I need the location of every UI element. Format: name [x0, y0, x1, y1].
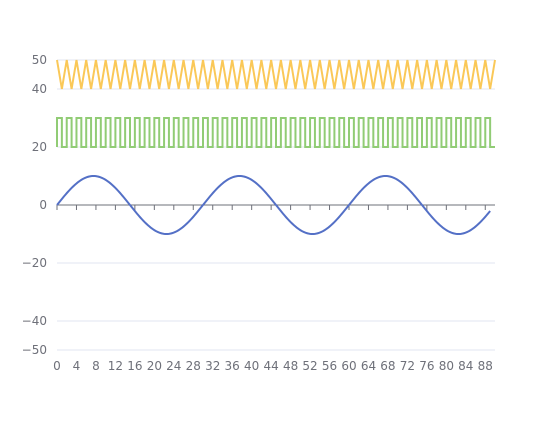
x-tick-label: 4 — [73, 359, 81, 373]
x-tick-label: 36 — [225, 359, 240, 373]
series-line-square — [56, 117, 495, 148]
x-tick-label: 8 — [92, 359, 100, 373]
y-tick-label: 50 — [32, 53, 47, 67]
x-tick-label: 60 — [341, 359, 356, 373]
y-tick-label: 20 — [32, 140, 47, 154]
x-tick-label: 20 — [147, 359, 162, 373]
series-lines — [56, 59, 496, 236]
x-tick-label: 48 — [283, 359, 298, 373]
x-tick-label: 28 — [186, 359, 201, 373]
x-tick-label: 64 — [361, 359, 376, 373]
x-axis-tick-labels: 0 4 8 12 16 20 24 28 32 36 40 44 48 52 56 60 64 68 72 76 80 8… — [53, 359, 493, 373]
y-tick-label: 40 — [32, 82, 47, 96]
x-tick-label: 84 — [458, 359, 473, 373]
series-line-triangle — [56, 59, 496, 90]
y-axis-tick-labels: 50 40 20 0 −20 −40 −50 — [22, 53, 47, 357]
y-tick-label: −40 — [22, 314, 47, 328]
x-tick-label: 32 — [205, 359, 220, 373]
x-tick-label: 44 — [263, 359, 278, 373]
x-tick-label: 88 — [478, 359, 493, 373]
x-tick-label: 0 — [53, 359, 61, 373]
x-tick-label: 24 — [166, 359, 181, 373]
series-line-sine — [56, 174, 491, 236]
x-tick-label: 56 — [322, 359, 337, 373]
x-tick-label: 40 — [244, 359, 259, 373]
x-tick-label: 52 — [302, 359, 317, 373]
x-tick-label: 68 — [380, 359, 395, 373]
x-tick-label: 16 — [127, 359, 142, 373]
y-tick-label: −50 — [22, 343, 47, 357]
y-tick-label: −20 — [22, 256, 47, 270]
x-tick-label: 76 — [419, 359, 434, 373]
x-tick-label: 72 — [400, 359, 415, 373]
x-tick-label: 80 — [439, 359, 454, 373]
x-tick-label: 12 — [108, 359, 123, 373]
y-tick-label: 0 — [39, 198, 47, 212]
